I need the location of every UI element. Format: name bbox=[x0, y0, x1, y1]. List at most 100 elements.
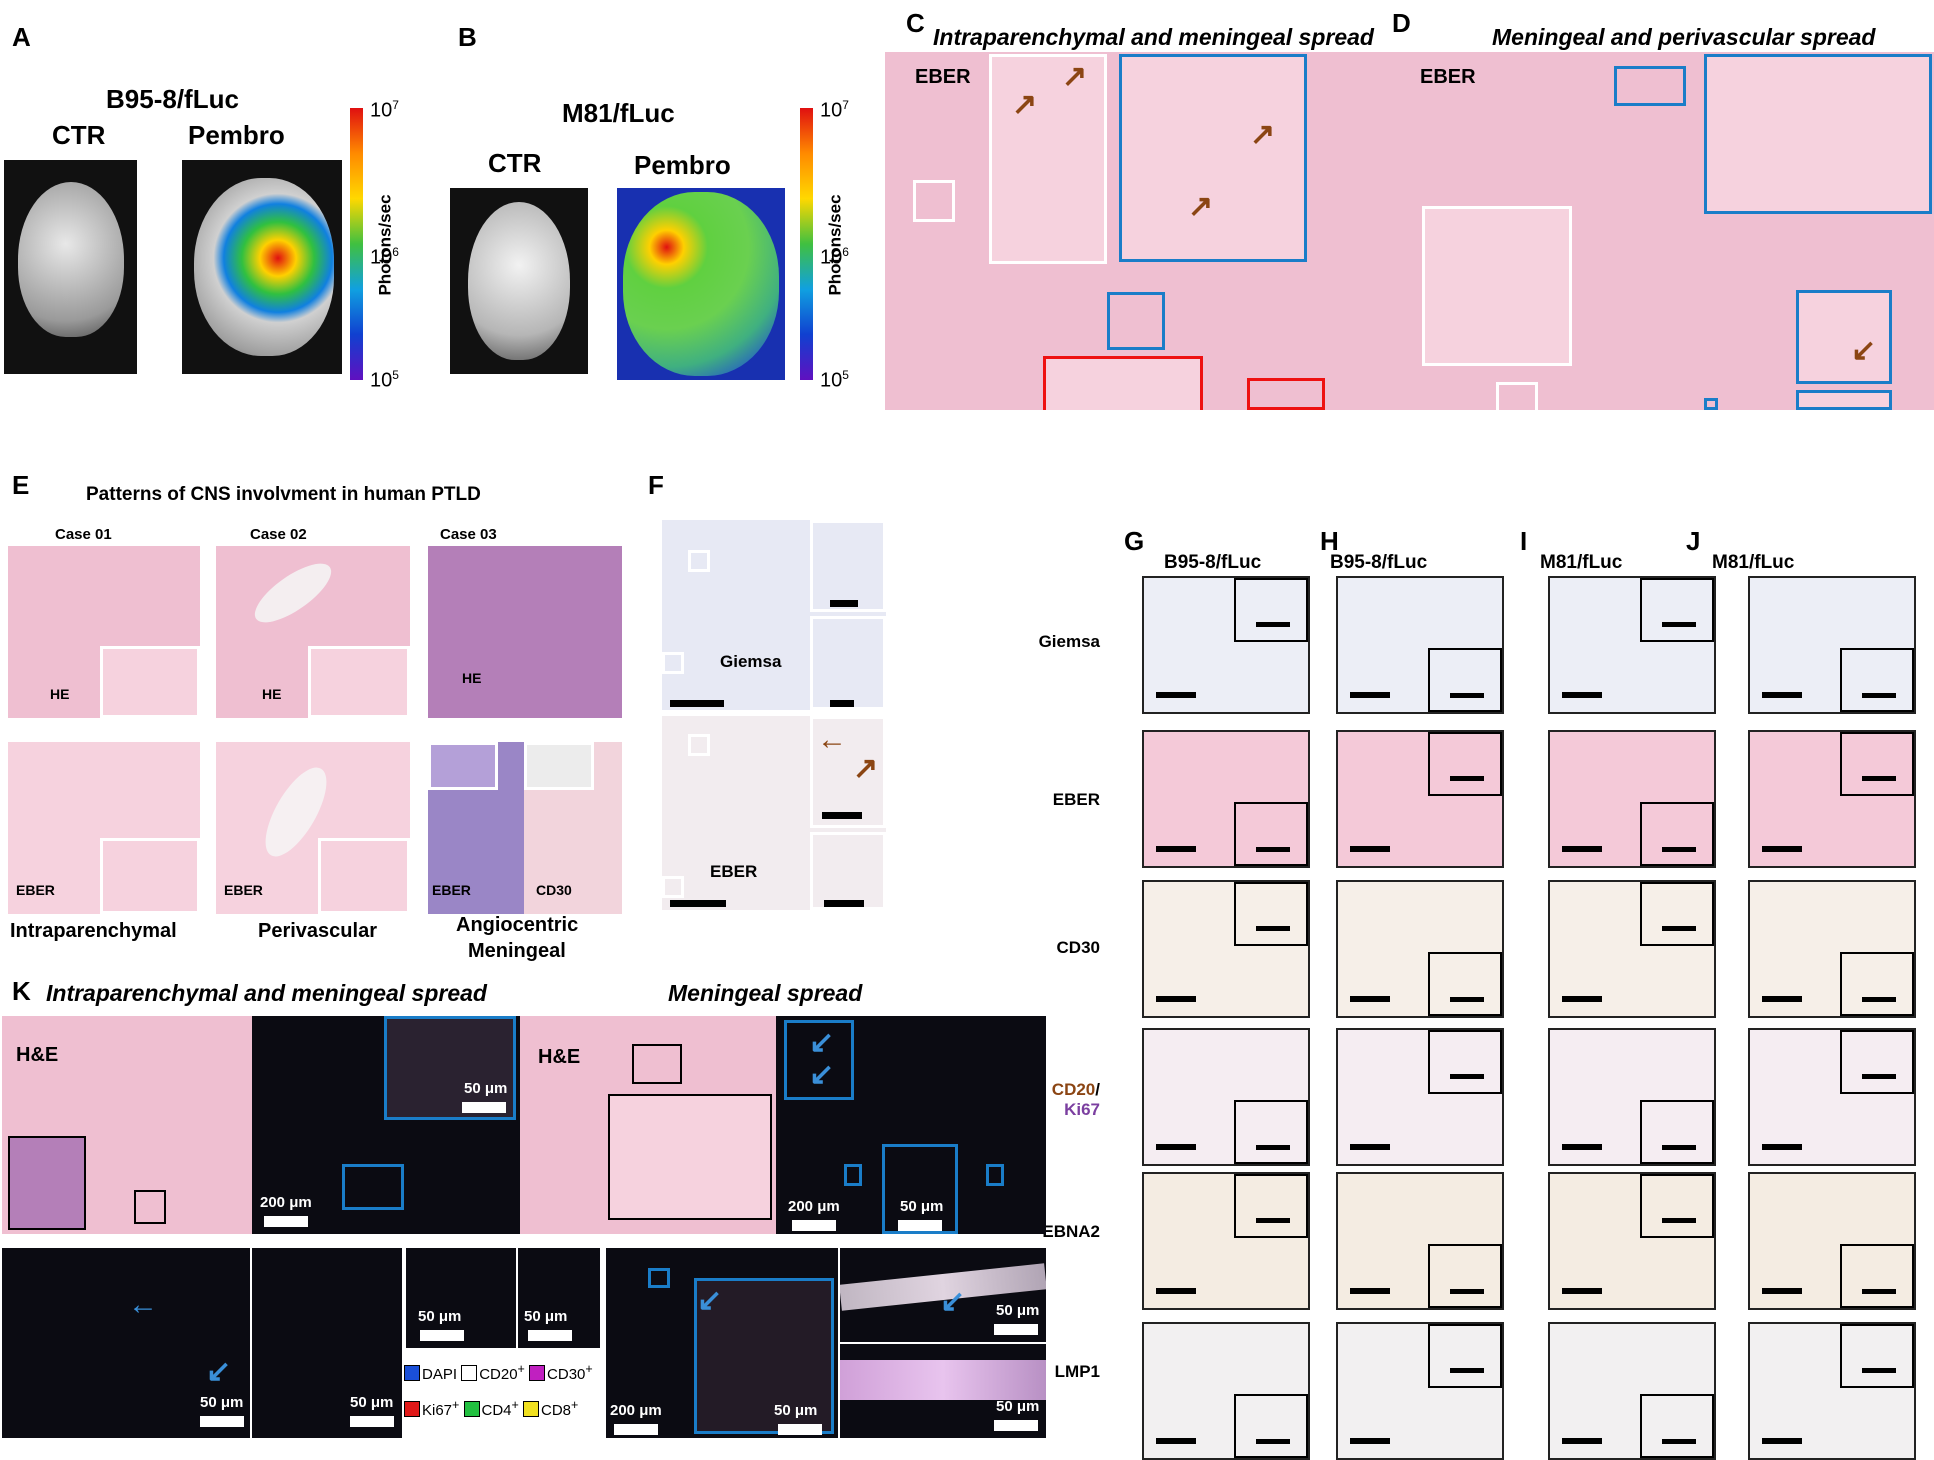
panel-label-i: I bbox=[1520, 526, 1528, 556]
inset-box bbox=[1234, 1394, 1308, 1458]
inset-scale-bar bbox=[1256, 847, 1290, 852]
panel-c-inset-2: ↗ ↗ bbox=[1119, 54, 1307, 262]
panel-k-he-2: H&E bbox=[520, 1016, 776, 1234]
panel-c-roi-1 bbox=[913, 180, 955, 222]
panel-d-inset-2 bbox=[1422, 206, 1572, 366]
panel-e-case1-he: HE bbox=[8, 546, 200, 718]
inset-box bbox=[1640, 578, 1714, 642]
inset-scale-bar bbox=[1862, 1368, 1896, 1373]
row-label-cd20-ki67: CD20/ bbox=[1051, 1080, 1100, 1099]
scale-bar bbox=[1562, 1438, 1602, 1444]
panel-b-title: M81/fLuc bbox=[562, 98, 675, 128]
panel-d-image: EBER ↙ bbox=[1408, 52, 1934, 410]
row-label-ebna2: EBNA2 bbox=[1042, 1222, 1100, 1241]
inset-scale-bar bbox=[1662, 1145, 1696, 1150]
panel-i-giemsa-tile bbox=[1548, 576, 1716, 714]
panel-h-cd20-ki67-tile bbox=[1336, 1028, 1504, 1166]
panel-g-cd20-ki67-tile bbox=[1142, 1028, 1310, 1166]
inset-box bbox=[1640, 1100, 1714, 1164]
panel-e-case3-eber-cd30: EBER CD30 bbox=[428, 742, 622, 914]
panel-k-if-2: ↙ ↙ 200 μm 50 μm bbox=[776, 1016, 1046, 1234]
panel-k-title-left: Intraparenchymal and meningeal spread bbox=[46, 980, 487, 1006]
panel-d-inset-3: ↙ bbox=[1796, 290, 1892, 384]
scale-bar bbox=[1562, 1288, 1602, 1294]
inset-box bbox=[1234, 882, 1308, 946]
panel-label-a: A bbox=[12, 22, 31, 52]
panel-label-d: D bbox=[1392, 8, 1411, 38]
panel-a-ctr-label: CTR bbox=[52, 120, 106, 150]
inset-scale-bar bbox=[1662, 622, 1696, 627]
panel-k-if-9: 50 μm bbox=[840, 1344, 1046, 1438]
panel-j-lmp1-tile bbox=[1748, 1322, 1916, 1460]
panel-h-eber-tile bbox=[1336, 730, 1504, 868]
panel-j-cd20-ki67-tile bbox=[1748, 1028, 1916, 1166]
inset-box bbox=[1234, 802, 1308, 866]
panel-e-pattern-4: Meningeal bbox=[468, 940, 566, 962]
panel-label-e: E bbox=[12, 470, 30, 500]
panel-b-pembro-label: Pembro bbox=[634, 150, 731, 180]
inset-scale-bar bbox=[1862, 997, 1896, 1002]
scale-bar bbox=[1562, 692, 1602, 698]
row-label-lmp1: LMP1 bbox=[1054, 1362, 1100, 1381]
inset-scale-bar bbox=[1450, 997, 1484, 1002]
panel-g-eber-tile bbox=[1142, 730, 1310, 868]
panel-i-ebna2-tile bbox=[1548, 1172, 1716, 1310]
scale-bar bbox=[1156, 1288, 1196, 1294]
inset-scale-bar bbox=[1862, 1074, 1896, 1079]
panel-c-roi-3 bbox=[1247, 378, 1325, 410]
panel-d-title: Meningeal and perivascular spread bbox=[1492, 24, 1876, 50]
panel-j-ebna2-tile bbox=[1748, 1172, 1916, 1310]
inset-scale-bar bbox=[1862, 693, 1896, 698]
panel-g-cd30-tile bbox=[1142, 880, 1310, 1018]
inset-scale-bar bbox=[1256, 926, 1290, 931]
panel-e-pattern-3: Angiocentric bbox=[456, 914, 579, 936]
panel-e-case2-he: HE bbox=[216, 546, 410, 718]
legend-row-1: DAPI CD20+ CD30+ bbox=[404, 1362, 593, 1383]
panel-h-cd30-tile bbox=[1336, 880, 1504, 1018]
scale-bar bbox=[1562, 1144, 1602, 1150]
inset-box bbox=[1640, 882, 1714, 946]
scale-bar bbox=[1562, 996, 1602, 1002]
panel-label-f: F bbox=[648, 470, 664, 500]
legend-row-2: Ki67+ CD4+ CD8+ bbox=[404, 1398, 578, 1419]
scale-bar bbox=[1762, 996, 1802, 1002]
panel-e-pattern-1: Intraparenchymal bbox=[10, 920, 177, 942]
row-label-cd30: CD30 bbox=[1056, 938, 1100, 957]
panel-j-eber-tile bbox=[1748, 730, 1916, 868]
panel-j-giemsa-tile bbox=[1748, 576, 1916, 714]
panel-b-cbar-top: 107 bbox=[820, 98, 849, 122]
row-label-ki67: Ki67 bbox=[1064, 1100, 1100, 1119]
panel-d-roi-2 bbox=[1496, 382, 1538, 410]
inset-box bbox=[1234, 1174, 1308, 1238]
panel-b-ctr-image bbox=[450, 188, 588, 374]
panel-e-case3-he: HE bbox=[428, 546, 622, 718]
panel-label-c: C bbox=[906, 8, 925, 38]
panel-c-roi-2 bbox=[1107, 292, 1165, 350]
panel-d-inset-1 bbox=[1704, 54, 1932, 214]
scale-bar bbox=[1762, 846, 1802, 852]
panel-d-roi-1 bbox=[1614, 66, 1686, 106]
inset-box bbox=[1428, 732, 1502, 796]
panel-k-if-6: 50 μm bbox=[518, 1248, 600, 1348]
panel-k-if-1: 50 μm 200 μm bbox=[252, 1016, 522, 1234]
inset-box bbox=[1640, 1174, 1714, 1238]
panel-label-k: K bbox=[12, 976, 31, 1006]
inset-scale-bar bbox=[1256, 1145, 1290, 1150]
inset-scale-bar bbox=[1450, 1289, 1484, 1294]
inset-scale-bar bbox=[1256, 622, 1290, 627]
panel-c-stain: EBER bbox=[915, 66, 971, 88]
scale-bar bbox=[1156, 1438, 1196, 1444]
inset-scale-bar bbox=[1450, 1368, 1484, 1373]
panel-a-ctr-image bbox=[4, 160, 137, 374]
panel-e-case2-eber: EBER bbox=[216, 742, 410, 914]
inset-box bbox=[1640, 1394, 1714, 1458]
panel-b-cbar-unit: Photons/sec bbox=[825, 194, 845, 296]
panel-k-he-1: H&E bbox=[2, 1016, 252, 1234]
legend-dapi: DAPI bbox=[404, 1365, 457, 1383]
legend-cd20: CD20+ bbox=[461, 1362, 525, 1383]
scale-bar bbox=[1762, 1438, 1802, 1444]
panel-e-case1-eber: EBER bbox=[8, 742, 200, 914]
row-label-eber: EBER bbox=[1052, 790, 1100, 809]
inset-scale-bar bbox=[1662, 847, 1696, 852]
inset-box bbox=[1840, 1244, 1914, 1308]
